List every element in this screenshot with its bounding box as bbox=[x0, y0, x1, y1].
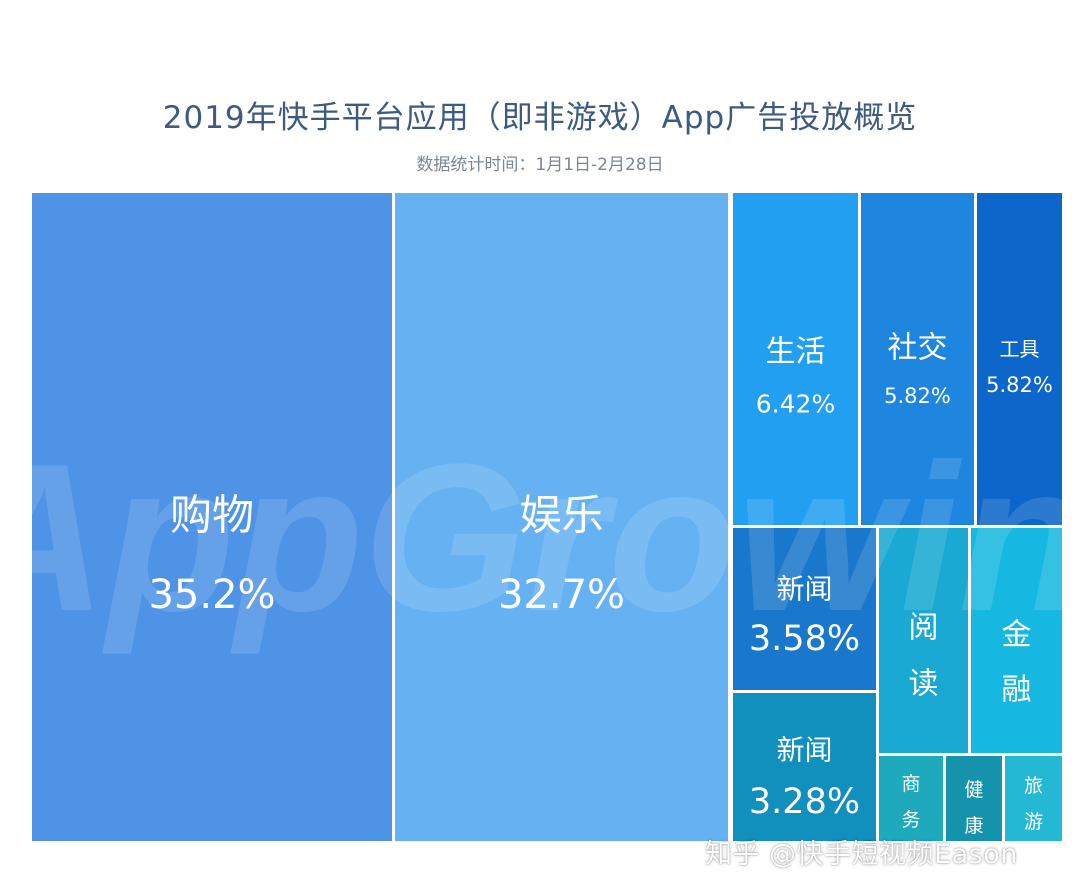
cell-value: 3.58% bbox=[749, 619, 860, 659]
cell-label-char-1: 金 bbox=[1002, 618, 1032, 653]
chart-subtitle: 数据统计时间：1月1日-2月28日 bbox=[416, 155, 664, 175]
cell-value: 5.82% bbox=[986, 373, 1053, 397]
treemap-cell bbox=[1005, 756, 1062, 841]
cell-label-char-1: 阅 bbox=[909, 611, 939, 646]
cell-label-char-1: 旅 bbox=[1024, 775, 1043, 797]
chart-title: 2019年快手平台应用（即非游戏）App广告投放概览 bbox=[162, 100, 918, 136]
cell-value: 32.7% bbox=[498, 572, 625, 618]
cell-label: 新闻 bbox=[776, 573, 832, 606]
treemap-cell bbox=[32, 193, 392, 841]
treemap-cell bbox=[861, 193, 974, 525]
cell-label-char-1: 商 bbox=[901, 773, 920, 795]
cell-label-char-2: 游 bbox=[1024, 811, 1043, 833]
cell-label: 社交 bbox=[888, 331, 948, 366]
cell-label-char-2: 读 bbox=[909, 667, 939, 702]
treemap-cell bbox=[971, 528, 1062, 753]
cell-label: 娱乐 bbox=[519, 491, 603, 540]
cell-label: 购物 bbox=[170, 491, 254, 540]
treemap-cell bbox=[879, 756, 943, 841]
treemap-cell bbox=[395, 193, 728, 841]
treemap-cell bbox=[733, 693, 876, 841]
treemap-cell bbox=[977, 193, 1062, 525]
treemap-cell bbox=[733, 528, 876, 690]
cell-label: 新闻 bbox=[776, 734, 832, 767]
cell-value: 5.82% bbox=[884, 384, 951, 408]
treemap-cell bbox=[733, 193, 858, 525]
cell-value: 6.42% bbox=[756, 390, 835, 419]
cell-label: 生活 bbox=[766, 335, 826, 370]
cell-value: 3.28% bbox=[749, 782, 860, 822]
cell-value: 35.2% bbox=[148, 572, 275, 618]
treemap-cells bbox=[32, 193, 1062, 841]
zhihu-credit-watermark: 知乎 @快手短视频Eason bbox=[705, 839, 1018, 870]
cell-label-char-2: 融 bbox=[1002, 673, 1032, 708]
treemap-labels: 购物 35.2% 娱乐 32.7% 生活 6.42% 社交 5.82% 工具 5.82% 新闻 3.5… bbox=[148, 331, 1052, 838]
treemap-cell bbox=[946, 756, 1002, 841]
cell-label-char-2: 务 bbox=[901, 809, 920, 831]
appgrowing-watermark: AppGrowing bbox=[0, 420, 1080, 655]
cell-label: 工具 bbox=[1000, 337, 1040, 361]
treemap-cell bbox=[879, 528, 968, 753]
cell-label-char-2: 康 bbox=[964, 815, 983, 837]
cell-label-char-1: 健 bbox=[964, 779, 983, 801]
